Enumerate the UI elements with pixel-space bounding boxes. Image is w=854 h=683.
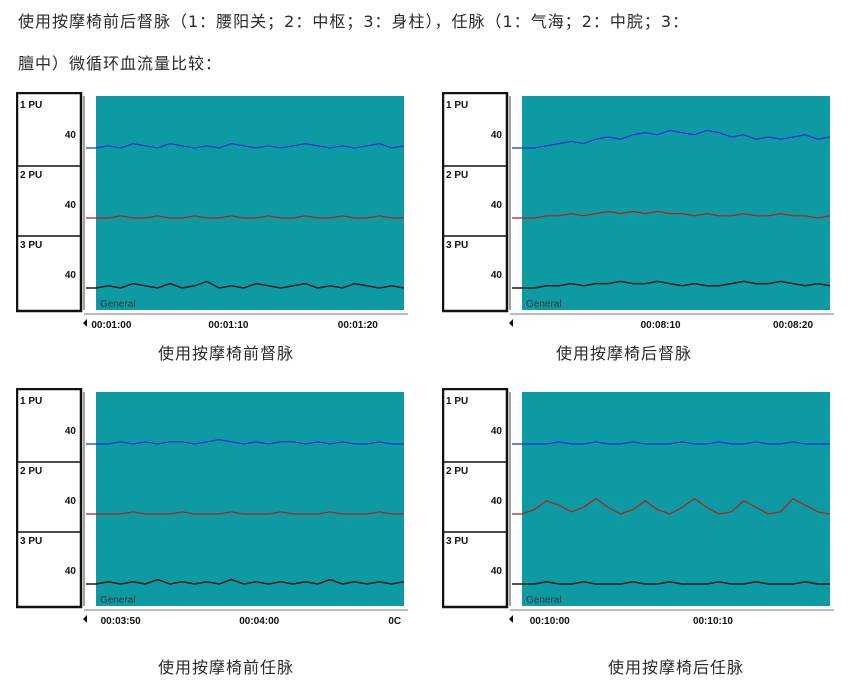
- track-tick-label: 40: [491, 426, 503, 437]
- time-tick-label: 00:10:00: [530, 616, 570, 627]
- track-name-label: 2 PU: [446, 170, 468, 181]
- series-line: [86, 142, 405, 149]
- time-tick-label: 00:03:50: [101, 616, 141, 627]
- plot-area: [522, 392, 830, 606]
- track-tick-label: 40: [65, 200, 77, 211]
- caption-line-2: 膻中）微循环血流量比较：: [18, 54, 223, 73]
- series-line: [512, 581, 830, 585]
- panel-conception-after: 1 PU 40 2 PU 40 3 PU 40 General 00:10:00 00:10:1…: [441, 387, 834, 632]
- track-tick-label: 40: [491, 270, 503, 281]
- panel-governor-before: 1 PU 40 2 PU 40 3 PU 40 General 00:01:00 00:01:1…: [15, 91, 408, 336]
- plot-area: [96, 96, 404, 310]
- track-tick-label: 40: [491, 130, 503, 141]
- track-name-label: 2 PU: [20, 170, 42, 181]
- series-line: [86, 438, 404, 445]
- track-tick-label: 40: [65, 426, 77, 437]
- scroll-left-arrow-icon[interactable]: [83, 319, 87, 327]
- track-tick-label: 40: [65, 130, 77, 141]
- caption-line-1: 使用按摩椅前后督脉（1：腰阳关；2：中枢；3：身柱），任脉（1：气海；2：中脘；…: [18, 12, 690, 31]
- track-tick-label: 40: [65, 496, 77, 507]
- track-name-column: [441, 91, 509, 313]
- series-line: [512, 280, 831, 289]
- track-name-label: 3 PU: [20, 240, 42, 251]
- general-label: General: [100, 299, 136, 310]
- plot-area: [96, 392, 404, 606]
- laser-doppler-chart: 1 PU 40 2 PU 40 3 PU 40 General 00:10:00 00:10:1…: [441, 387, 834, 627]
- series-line: [86, 578, 405, 585]
- plot-area: [522, 96, 830, 310]
- track-name-label: 1 PU: [446, 396, 468, 407]
- scroll-left-arrow-icon[interactable]: [509, 615, 513, 623]
- general-label: General: [526, 595, 562, 606]
- laser-doppler-chart: 1 PU 40 2 PU 40 3 PU 40 General 00:03:50 00:04:0…: [15, 387, 408, 627]
- track-name-label: 3 PU: [20, 536, 42, 547]
- general-label: General: [526, 299, 562, 310]
- series-line: [512, 441, 830, 445]
- track-name-label: 2 PU: [446, 466, 468, 477]
- track-name-label: 3 PU: [446, 536, 468, 547]
- scroll-left-arrow-icon[interactable]: [509, 319, 513, 327]
- track-tick-label: 40: [491, 200, 503, 211]
- time-tick-label: 00:04:00: [239, 616, 279, 627]
- scroll-left-arrow-icon[interactable]: [83, 615, 87, 623]
- time-tick-label: 00:01:10: [208, 320, 248, 331]
- panel-conception-before: 1 PU 40 2 PU 40 3 PU 40 General 00:03:50 00:04:0…: [15, 387, 408, 632]
- track-name-column: [441, 387, 509, 609]
- series-line: [512, 129, 831, 149]
- track-name-column: [15, 387, 83, 609]
- track-name-label: 1 PU: [20, 100, 42, 111]
- time-tick-label: 00:01:00: [91, 320, 131, 331]
- time-tick-label: 0C: [388, 616, 401, 627]
- track-name-label: 1 PU: [446, 100, 468, 111]
- series-line: [86, 280, 405, 289]
- track-name-label: 2 PU: [20, 466, 42, 477]
- panel-governor-after: 1 PU 40 2 PU 40 3 PU 40 General 00:08:10 00:08:2…: [441, 91, 834, 336]
- time-tick-label: 00:10:10: [693, 616, 733, 627]
- series-line: [512, 210, 831, 219]
- track-tick-label: 40: [491, 496, 503, 507]
- track-tick-label: 40: [65, 270, 77, 281]
- time-tick-label: 00:08:20: [773, 320, 813, 331]
- series-line: [86, 511, 404, 515]
- panel-label-governor-before: 使用按摩椅前督脉: [158, 344, 295, 363]
- track-name-label: 1 PU: [20, 396, 42, 407]
- panel-label-conception-before: 使用按摩椅前任脉: [158, 658, 295, 677]
- track-name-label: 3 PU: [446, 240, 468, 251]
- series-line: [512, 497, 831, 515]
- panel-label-governor-after: 使用按摩椅后督脉: [556, 344, 693, 363]
- time-tick-label: 00:01:20: [338, 320, 378, 331]
- laser-doppler-chart: 1 PU 40 2 PU 40 3 PU 40 General 00:08:10 00:08:2…: [441, 91, 834, 331]
- general-label: General: [100, 595, 136, 606]
- track-tick-label: 40: [491, 566, 503, 577]
- laser-doppler-chart: 1 PU 40 2 PU 40 3 PU 40 General 00:01:00 00:01:1…: [15, 91, 408, 331]
- track-name-column: [15, 91, 83, 313]
- time-tick-label: 00:08:10: [641, 320, 681, 331]
- series-line: [86, 215, 404, 219]
- track-tick-label: 40: [65, 566, 77, 577]
- panel-label-conception-after: 使用按摩椅后任脉: [608, 658, 745, 677]
